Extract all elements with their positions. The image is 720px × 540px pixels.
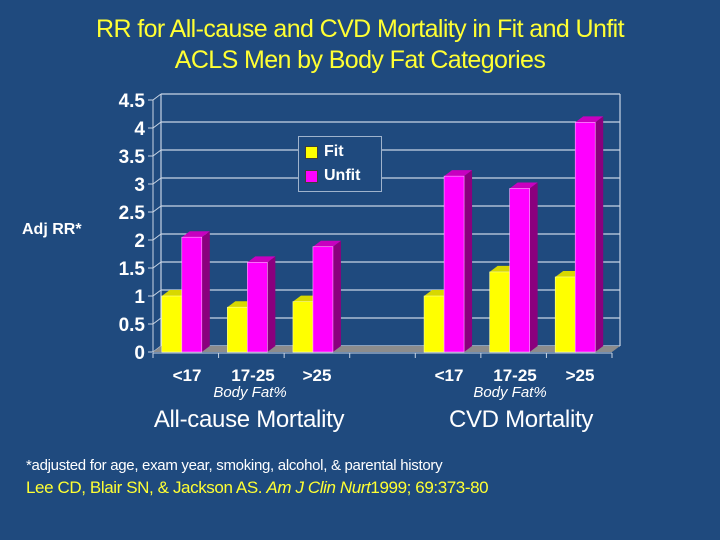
bar-top	[509, 182, 538, 189]
gridline-depth	[152, 205, 162, 213]
group-label-cvd: CVD Mortality	[448, 406, 594, 433]
bar-side	[332, 240, 341, 352]
x-tick-label: <17	[172, 366, 202, 385]
x-tick-label: >25	[302, 366, 332, 385]
gridline-depth	[152, 289, 162, 297]
bar-unfit	[247, 256, 276, 353]
gridline-depth	[152, 261, 162, 269]
bar-top	[312, 240, 341, 247]
x-tick-label: <17	[434, 366, 464, 385]
legend-label-unfit: Unfit	[324, 167, 361, 184]
y-tick-label: 4.5	[119, 91, 146, 112]
bar-front	[423, 295, 445, 353]
citation: Lee CD, Blair SN, & Jackson AS. Am J Cli…	[26, 478, 489, 498]
bar-side	[464, 170, 473, 352]
bar-front	[312, 246, 334, 353]
bar-front	[181, 236, 203, 353]
bar-side	[595, 116, 604, 353]
x-tick-label: >25	[565, 366, 595, 385]
legend-item-fit: Fit	[305, 142, 344, 162]
bar-side	[267, 256, 276, 352]
x-axis-sublabel: Body Fat%	[213, 384, 287, 401]
grid-lines	[152, 93, 620, 353]
y-tick-label: 3	[134, 175, 145, 196]
legend: Fit Unfit	[298, 136, 382, 192]
bar-front	[574, 122, 596, 353]
legend-swatch-fit	[305, 145, 318, 159]
y-tick-labels: 0 0.5 1 1.5 2 2.5 3 3.5 4 4.5	[119, 91, 146, 364]
legend-swatch-unfit	[305, 169, 318, 183]
citation-journal: Am J Clin Nurt	[266, 478, 371, 497]
slide-title: RR for All-cause and CVD Mortality in Fi…	[0, 14, 720, 76]
bar-top	[247, 256, 276, 263]
bar-front	[161, 295, 183, 353]
citation-details: 1999; 69:373-80	[370, 478, 489, 497]
bars	[161, 116, 604, 353]
x-axis-sublabel: Body Fat%	[473, 384, 547, 401]
bar-unfit	[181, 231, 210, 353]
y-tick-label: 0	[134, 343, 145, 364]
y-tick-label: 3.5	[119, 147, 146, 168]
y-tick-label: 1.5	[119, 259, 146, 280]
gridline-depth	[152, 121, 162, 129]
bar-top	[181, 231, 210, 238]
gridline-depth	[152, 233, 162, 241]
chart-floor	[153, 346, 620, 352]
legend-label-fit: Fit	[324, 143, 344, 160]
gridline-depth	[152, 317, 162, 325]
y-tick-label: 1	[134, 287, 145, 308]
x-tick-label: 17-25	[231, 366, 275, 385]
y-tick-label: 4	[134, 119, 145, 140]
gridline-depth	[152, 149, 162, 157]
citation-authors: Lee CD, Blair SN, & Jackson AS.	[26, 478, 263, 497]
bar-front	[509, 188, 530, 353]
gridline-depth	[152, 177, 162, 185]
bar-side	[529, 182, 538, 352]
bar-front	[554, 276, 576, 353]
y-tick-label: 2.5	[119, 203, 146, 224]
bar-front	[443, 175, 465, 353]
bar-side	[201, 231, 210, 352]
y-tick-label: 0.5	[119, 315, 146, 336]
footnote: *adjusted for age, exam year, smoking, a…	[26, 457, 443, 474]
bar-front	[292, 301, 314, 353]
bar-unfit	[312, 240, 341, 353]
x-tick-label: 17-25	[493, 366, 537, 385]
gridline-depth	[152, 93, 162, 101]
bar-front	[489, 271, 510, 353]
group-label-all-cause: All-cause Mortality	[153, 406, 345, 433]
bar-front	[247, 262, 268, 353]
y-tick-label: 2	[134, 231, 145, 252]
y-axis-label: Adj RR*	[22, 221, 82, 238]
bar-front	[227, 306, 248, 353]
bar-unfit	[443, 170, 473, 353]
bar-unfit	[574, 116, 604, 353]
bar-top	[575, 116, 604, 123]
title-line-1: RR for All-cause and CVD Mortality in Fi…	[96, 15, 625, 43]
bar-unfit	[509, 182, 538, 353]
title-line-2: ACLS Men by Body Fat Categories	[174, 46, 546, 74]
bar-top	[444, 170, 473, 177]
legend-item-unfit: Unfit	[305, 166, 360, 186]
